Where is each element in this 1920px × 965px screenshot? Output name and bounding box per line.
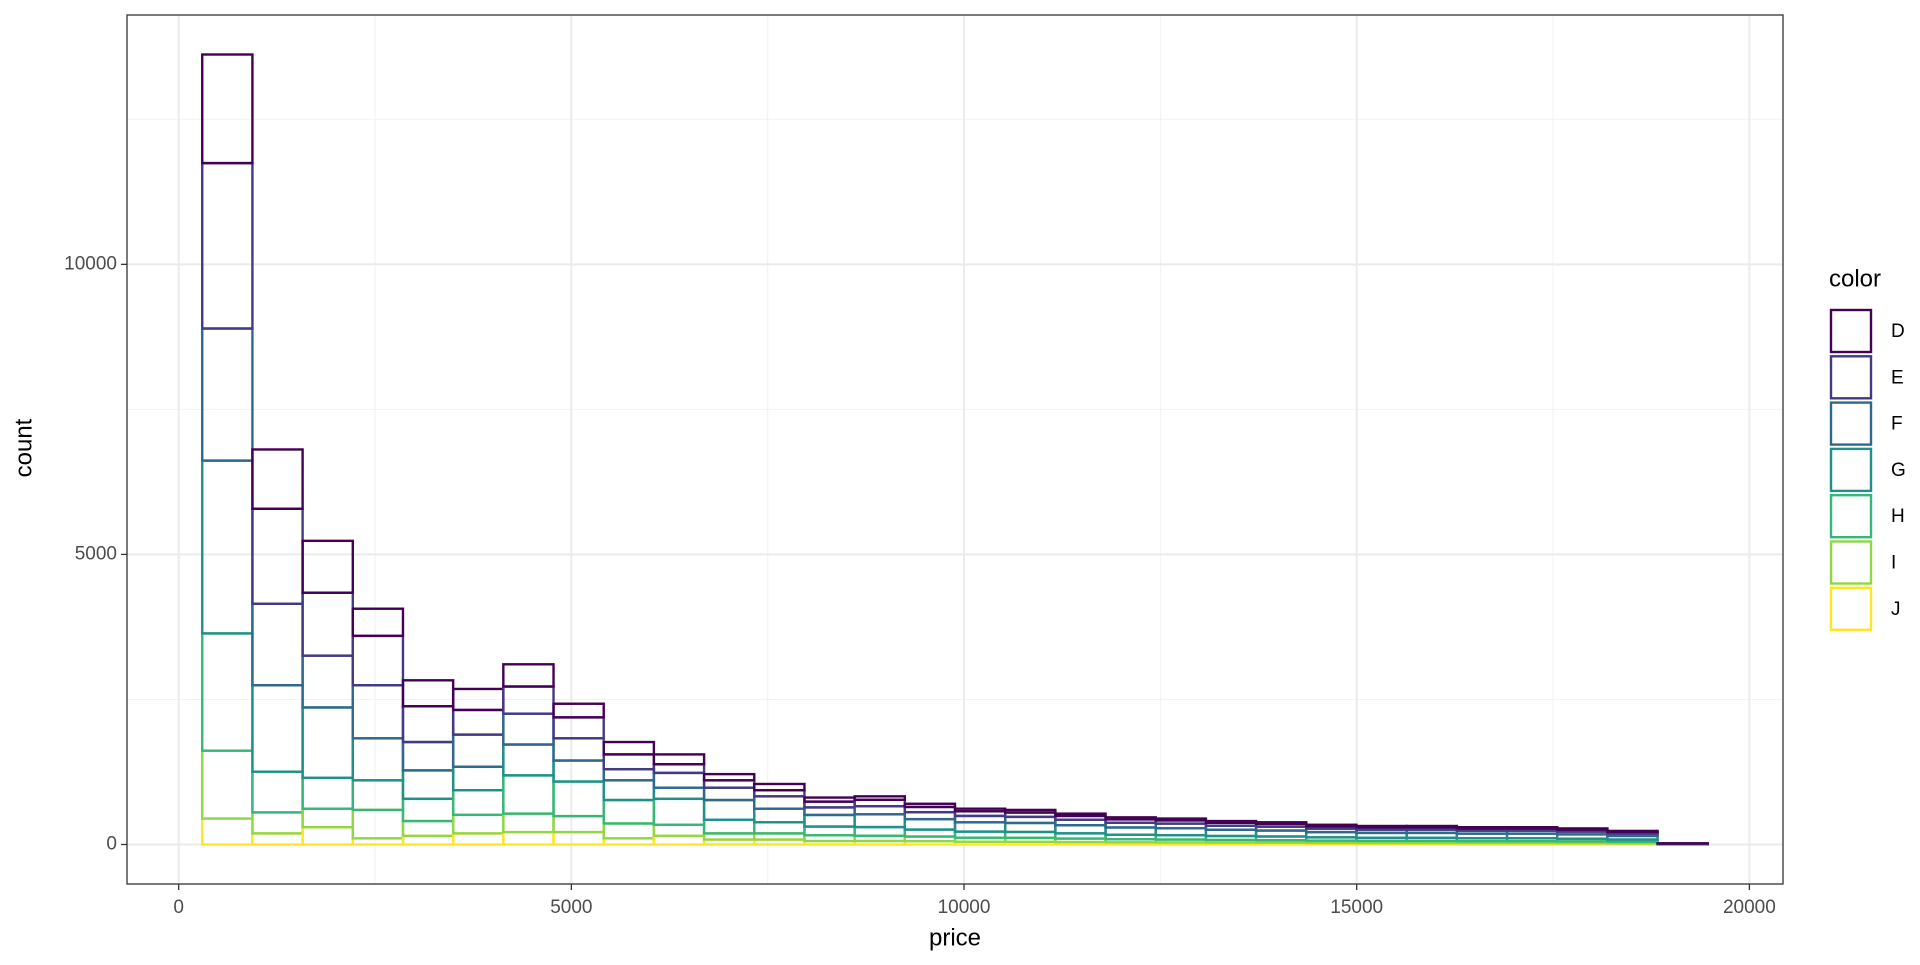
- histogram-bar: [1557, 828, 1607, 829]
- legend-label: J: [1891, 599, 1901, 620]
- legend-label: D: [1891, 321, 1905, 342]
- histogram-bar: [1106, 817, 1156, 819]
- legend-label: I: [1891, 553, 1896, 574]
- x-axis-title: price: [929, 924, 981, 951]
- histogram-bar: [1457, 827, 1507, 828]
- x-tick-label: 15000: [1330, 897, 1383, 918]
- y-tick-label: 0: [106, 834, 117, 855]
- legend-label: H: [1891, 506, 1905, 527]
- histogram-bar: [1507, 827, 1557, 828]
- histogram-bar: [1356, 826, 1406, 827]
- x-tick-label: 0: [173, 897, 184, 918]
- y-tick-label: 10000: [64, 253, 117, 274]
- histogram-bar: [1206, 821, 1256, 823]
- legend-label: G: [1891, 460, 1906, 481]
- y-axis-title: count: [10, 418, 37, 477]
- histogram-bar: [1306, 825, 1356, 826]
- histogram-bar: [1256, 822, 1306, 824]
- histogram-bar: [1407, 826, 1457, 827]
- y-tick-label: 5000: [75, 543, 117, 564]
- histogram-bar: [1607, 831, 1657, 832]
- histogram-bar: [1055, 814, 1105, 816]
- legend-label: F: [1891, 414, 1903, 435]
- legend-title: color: [1829, 265, 1881, 292]
- histogram-bar: [1156, 819, 1206, 821]
- legend-label: E: [1891, 367, 1904, 388]
- x-tick-label: 20000: [1723, 897, 1776, 918]
- x-tick-label: 10000: [938, 897, 991, 918]
- x-tick-label: 5000: [550, 897, 592, 918]
